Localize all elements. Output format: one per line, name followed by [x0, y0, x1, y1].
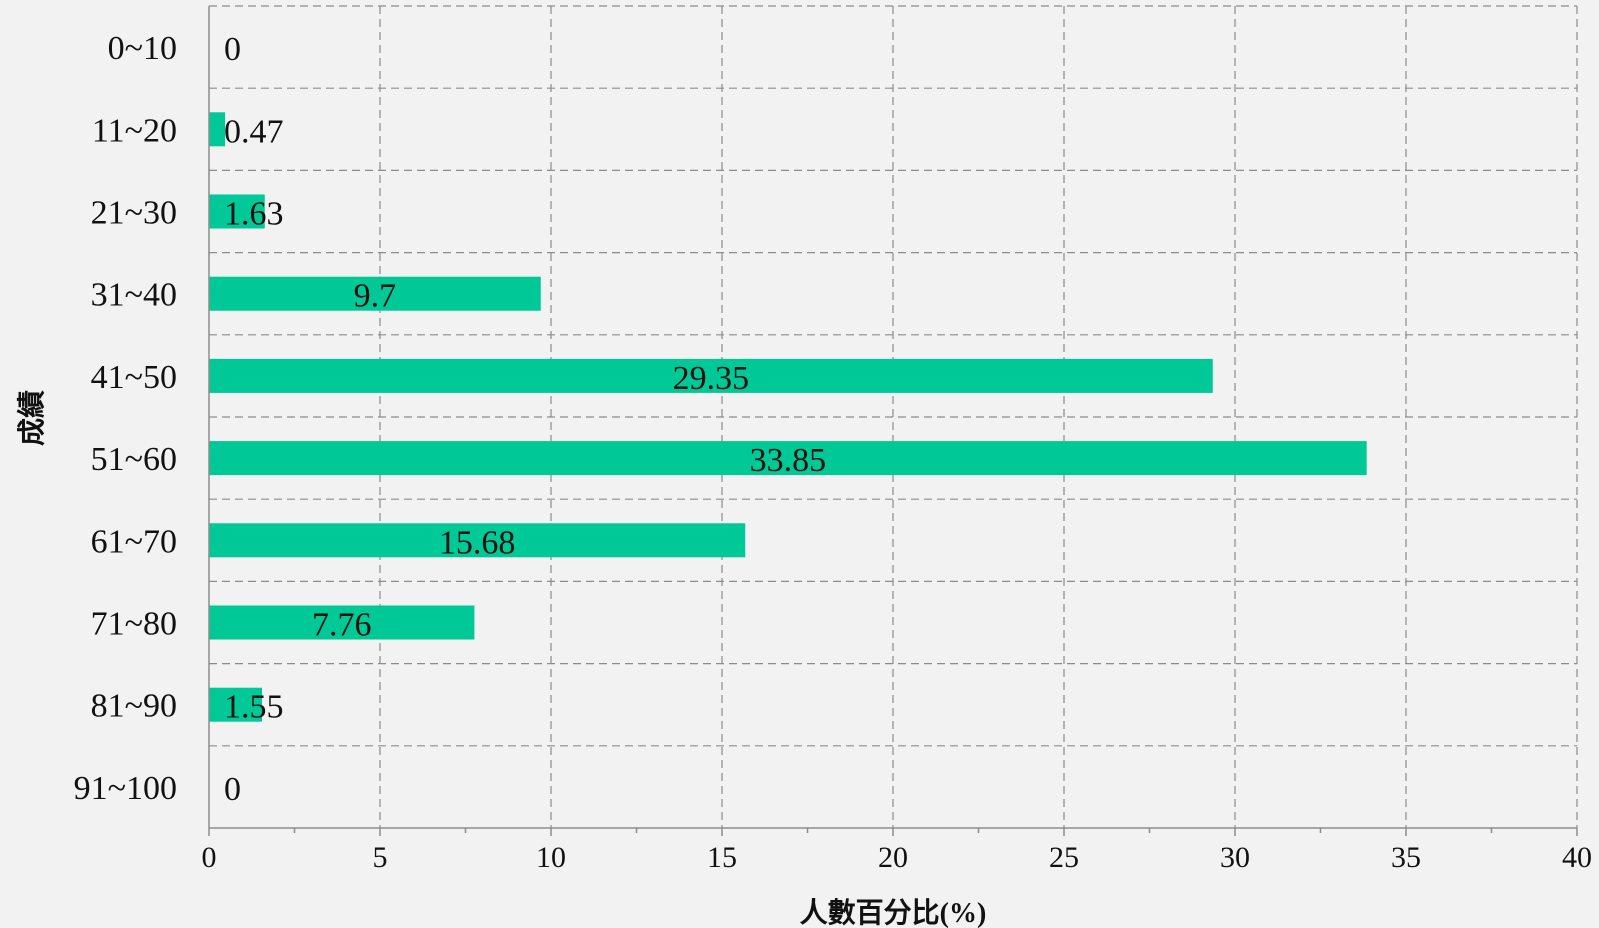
bar	[209, 112, 226, 147]
data-labels: 0 0.47 1.63 9.7 29.35 33.85 15.68 7.76 1.55 0	[224, 31, 826, 808]
y-category-label: 51~60	[91, 441, 177, 478]
y-axis-title: 成績	[15, 390, 48, 446]
bar	[209, 276, 541, 311]
data-label: 0	[224, 771, 241, 808]
bar	[209, 523, 746, 558]
data-label: 1.63	[224, 196, 284, 233]
bars	[209, 112, 1367, 722]
y-category-label: 81~90	[91, 688, 177, 725]
data-label: 0.47	[224, 113, 284, 150]
data-label: 1.55	[224, 689, 284, 726]
x-tick-label: 35	[1391, 841, 1421, 874]
data-label: 29.35	[673, 360, 750, 397]
y-category-label: 21~30	[91, 195, 177, 232]
bar	[209, 687, 263, 722]
x-tick-label: 30	[1220, 841, 1250, 874]
x-axis-title: 人數百分比(%)	[800, 897, 987, 928]
x-tick-label: 5	[373, 841, 388, 874]
x-tick-label: 25	[1049, 841, 1079, 874]
data-label: 9.7	[354, 278, 397, 315]
data-label: 0	[224, 31, 241, 68]
bar	[209, 358, 1213, 393]
data-label: 33.85	[750, 442, 827, 479]
data-label: 7.76	[312, 607, 372, 644]
y-category-label: 91~100	[74, 770, 177, 807]
x-tick-label: 10	[536, 841, 566, 874]
bar	[209, 441, 1367, 476]
y-category-label: 61~70	[91, 523, 177, 560]
x-tick-label: 15	[707, 841, 737, 874]
data-label: 15.68	[439, 524, 516, 561]
y-category-label: 71~80	[91, 606, 177, 643]
bar	[209, 194, 265, 229]
bar	[209, 605, 475, 640]
x-tick-label: 0	[202, 841, 217, 874]
x-tick-label: 40	[1562, 841, 1592, 874]
axes: 0 5 10 15 20 25 30 35 40 0~10 11~20 21~30 31~40 41~50…	[74, 6, 1592, 874]
y-category-label: 31~40	[91, 277, 177, 314]
y-category-label: 0~10	[108, 30, 177, 67]
y-category-label: 41~50	[91, 359, 177, 396]
x-tick-label: 20	[878, 841, 908, 874]
grid-lines	[209, 5, 1578, 828]
y-category-label: 11~20	[92, 112, 177, 149]
